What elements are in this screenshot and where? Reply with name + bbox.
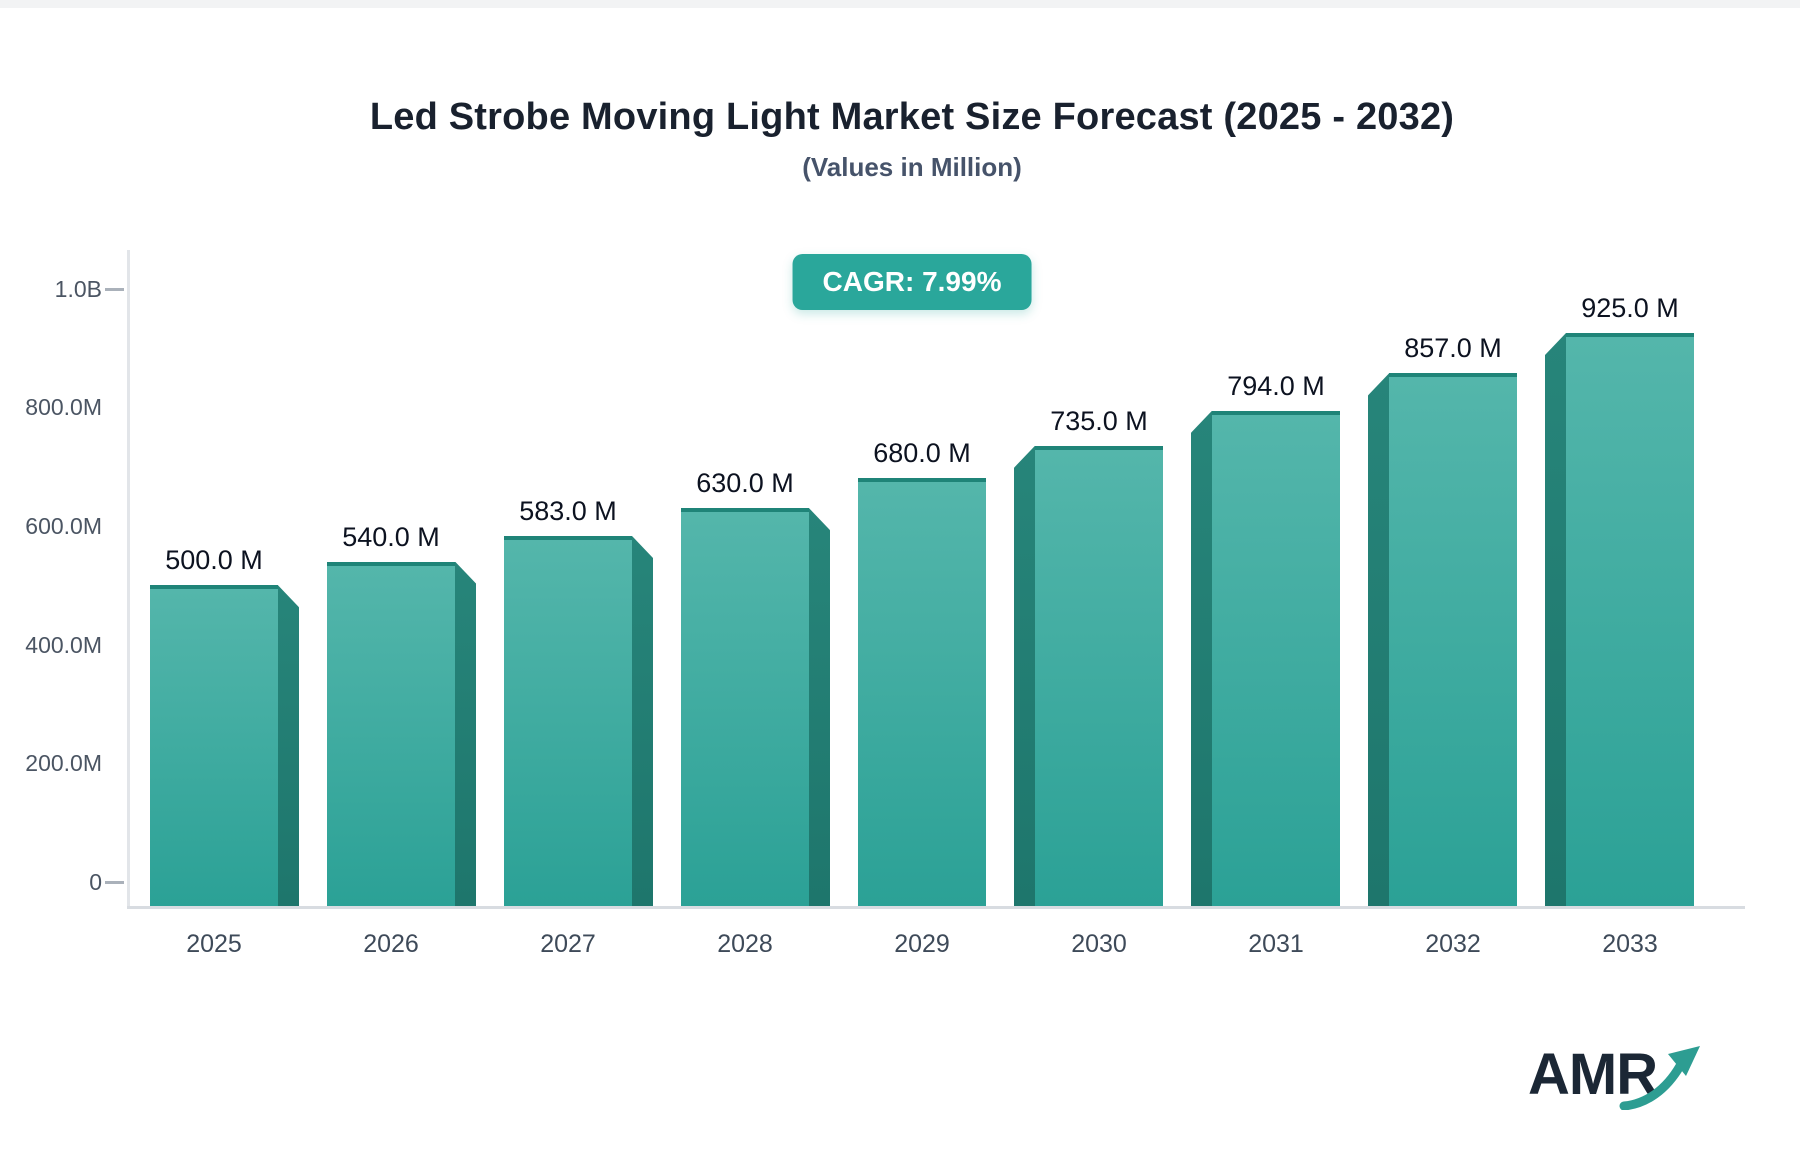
bar-2027: [504, 535, 632, 906]
bar-value-label-2027: 583.0 M: [519, 495, 617, 526]
bar-value-label-2033: 925.0 M: [1581, 293, 1679, 323]
x-tick-label-2026: 2026: [363, 930, 419, 958]
bar-2028: [681, 508, 809, 906]
bar-2033-side-face: [1545, 333, 1566, 906]
bar-value-label-2032: 857.0 M: [1404, 333, 1502, 364]
bar-2030: [1035, 445, 1163, 906]
bar-2025-side-face: [278, 585, 299, 906]
bar-2033: [1566, 333, 1694, 906]
y-tick-label: 1.0B: [54, 275, 102, 302]
bar-2030-side-face: [1014, 445, 1035, 906]
logo-arrow-icon: [1619, 1061, 1685, 1110]
x-tick-label-2027: 2027: [540, 930, 596, 958]
bar-value-label-2031: 794.0 M: [1227, 370, 1325, 401]
bar-value-label-2028: 630.0 M: [696, 468, 794, 499]
logo-arrowhead-icon: [1668, 1046, 1700, 1076]
x-tick-label-2029: 2029: [894, 930, 950, 958]
bar-2029: [858, 478, 986, 906]
cagr-badge: CAGR: 7.99%: [792, 254, 1032, 310]
y-tick-mark: [105, 881, 124, 884]
bar-value-label-2025: 500.0 M: [165, 545, 263, 576]
bar-2031: [1212, 410, 1340, 906]
top-strip: [0, 0, 1800, 8]
y-tick-label: 600.0M: [25, 512, 102, 539]
bar-2028-side-face: [809, 508, 830, 906]
bar-2031-side-face: [1191, 410, 1212, 906]
bar-2032-side-face: [1368, 373, 1389, 906]
y-tick-label: 200.0M: [25, 750, 102, 777]
bar-value-label-2029: 680.0 M: [873, 438, 971, 469]
y-tick-label: 400.0M: [25, 631, 102, 658]
bar-value-label-2030: 735.0 M: [1050, 405, 1148, 436]
bar-2027-side-face: [632, 535, 653, 906]
y-tick-label: 0: [89, 869, 102, 895]
x-tick-label-2030: 2030: [1071, 930, 1127, 958]
y-tick-mark: [105, 287, 124, 291]
y-tick-label: 800.0M: [25, 394, 102, 421]
x-tick-label-2032: 2032: [1425, 930, 1481, 958]
chart-title: Led Strobe Moving Light Market Size Fore…: [369, 96, 1455, 138]
bar-2032: [1389, 373, 1517, 906]
bar-value-label-2026: 540.0 M: [342, 521, 440, 552]
x-axis-line: [127, 906, 1745, 909]
x-tick-label-2031: 2031: [1248, 930, 1304, 958]
amr-logo: AMR: [1528, 1042, 1700, 1110]
amr-logo-text: AMR: [1528, 1042, 1657, 1107]
chart-subtitle: (Values in Million): [802, 152, 1022, 182]
bar-2026-side-face: [455, 561, 476, 906]
bar-2025: [150, 585, 278, 906]
x-tick-label-2025: 2025: [186, 930, 242, 958]
y-axis-line: [127, 250, 130, 909]
bar-2026: [327, 561, 455, 906]
x-tick-label-2028: 2028: [717, 930, 773, 958]
x-tick-label-2033: 2033: [1602, 930, 1658, 958]
